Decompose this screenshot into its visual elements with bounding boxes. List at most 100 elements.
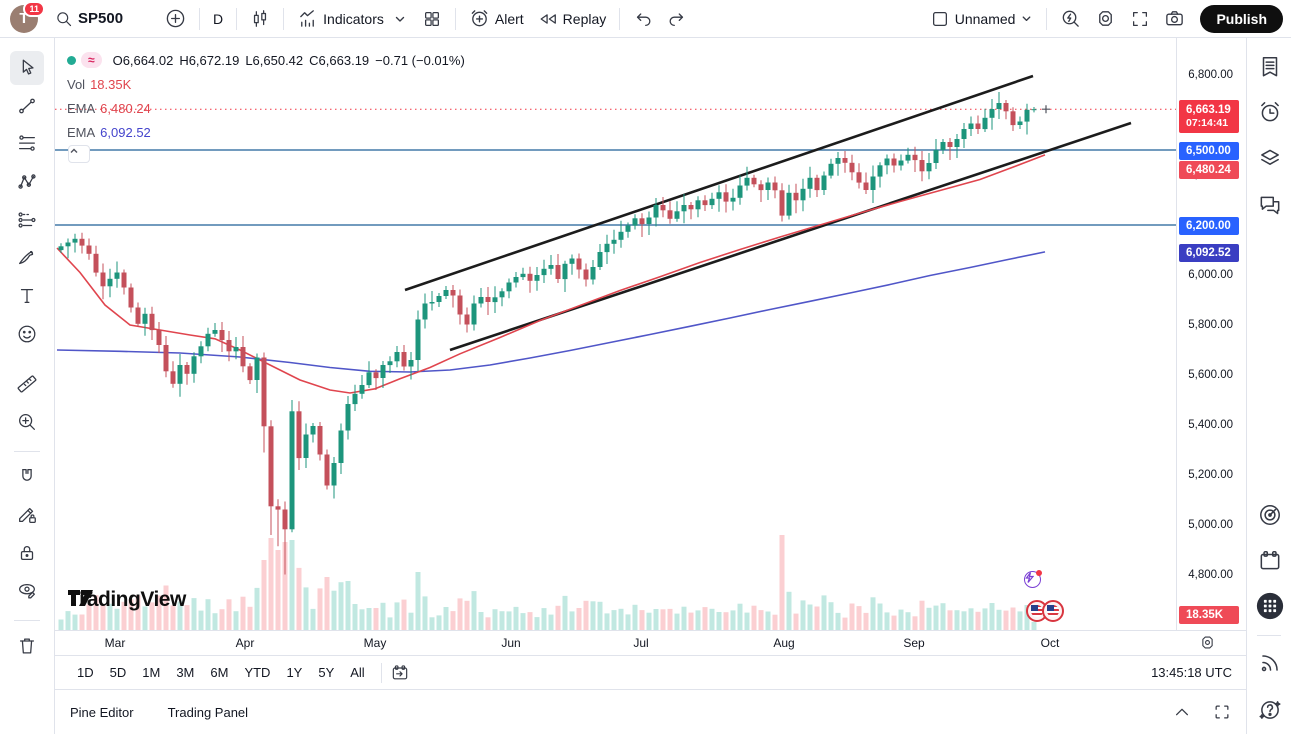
range-button-1d[interactable]: 1D xyxy=(77,665,94,680)
alert-button[interactable]: Alert xyxy=(462,4,531,33)
range-button-1m[interactable]: 1M xyxy=(142,665,161,680)
close-value: C6,663.19 xyxy=(309,52,370,68)
panel-expand-chevron-icon[interactable] xyxy=(1173,703,1191,721)
candles-style-icon xyxy=(250,9,270,29)
price-tick: 5,600.00 xyxy=(1188,369,1233,381)
snapshot-button[interactable] xyxy=(1157,4,1192,33)
tool-cursor[interactable] xyxy=(10,51,44,85)
volume-study-label: Vol xyxy=(67,76,86,92)
tool-zoom-in[interactable] xyxy=(10,405,44,439)
divider xyxy=(199,7,201,30)
ema-fast-label[interactable]: 6,480.24 xyxy=(1179,161,1239,179)
time-tick-jun: Jun xyxy=(501,636,521,650)
range-button-3m[interactable]: 3M xyxy=(176,665,195,680)
panel-maximize-icon[interactable] xyxy=(1213,703,1231,721)
camera-icon xyxy=(1164,8,1185,29)
legend-row-main[interactable]: ≈ O6,664.02 H6,672.19 L6,650.42 C6,663.19 −0… xyxy=(67,48,471,72)
range-button-5d[interactable]: 5D xyxy=(109,665,127,680)
watchlist-icon[interactable] xyxy=(1255,52,1285,82)
range-button-1y[interactable]: 1Y xyxy=(286,665,303,680)
object-tree-icon[interactable] xyxy=(1255,143,1285,173)
tool-lock-all[interactable] xyxy=(10,536,44,570)
chevron-down-icon xyxy=(1020,12,1033,25)
range-button-5y[interactable]: 5Y xyxy=(318,665,335,680)
chart-pane[interactable]: ≈ O6,664.02 H6,672.19 L6,650.42 C6,663.19 −0… xyxy=(55,38,1176,630)
help-icon[interactable] xyxy=(1255,695,1285,725)
tool-measure[interactable] xyxy=(10,367,44,401)
notification-badge: 11 xyxy=(23,0,45,17)
publish-button[interactable]: Publish xyxy=(1200,4,1283,33)
tool-xabcd-pattern[interactable] xyxy=(10,165,44,199)
time-axis[interactable]: Mar Apr May Jun Jul Aug Sep Oct xyxy=(55,630,1246,655)
divider xyxy=(236,7,238,30)
calendar-icon[interactable] xyxy=(1255,546,1285,576)
symbol-label: SP500 xyxy=(78,10,124,27)
tool-hide-all[interactable] xyxy=(10,574,44,608)
rewind-icon xyxy=(538,9,558,29)
axis-settings-gear-icon[interactable] xyxy=(1199,634,1216,651)
tool-fib-retracement[interactable] xyxy=(10,127,44,161)
tab-pine-editor[interactable]: Pine Editor xyxy=(70,704,134,720)
tradingview-logo-icon xyxy=(68,590,93,606)
indicator-templates-button[interactable] xyxy=(415,5,449,33)
broadcast-icon[interactable] xyxy=(1255,648,1285,678)
level-6500-label[interactable]: 6,500.00 xyxy=(1179,142,1239,160)
range-button-6m[interactable]: 6M xyxy=(210,665,229,680)
undo-button[interactable] xyxy=(626,5,660,33)
alarm-plus-icon xyxy=(469,8,490,29)
ema-fast-study-label: EMA xyxy=(67,100,96,116)
divider xyxy=(454,7,456,30)
level-6200-label[interactable]: 6,200.00 xyxy=(1179,217,1239,235)
chart-settings-button[interactable] xyxy=(1088,4,1123,33)
tool-projection[interactable] xyxy=(10,203,44,237)
tool-remove-objects[interactable] xyxy=(10,629,44,663)
legend-row-volume[interactable]: Vol 18.35K xyxy=(67,72,471,96)
events-lightning-icon[interactable] xyxy=(1024,570,1042,588)
last-price-label[interactable]: 6,663.19 07:14:41 xyxy=(1179,100,1239,133)
ema-slow-label[interactable]: 6,092.52 xyxy=(1179,244,1239,262)
indicators-button[interactable]: Indicators xyxy=(290,4,391,33)
range-button-all[interactable]: All xyxy=(350,665,365,680)
price-tick: 6,800.00 xyxy=(1188,69,1233,81)
tool-drawing-mode[interactable] xyxy=(10,498,44,532)
price-tick: 6,000.00 xyxy=(1188,269,1233,281)
layout-name-label: Unnamed xyxy=(954,10,1016,27)
price-axis[interactable]: 6,800.006,600.006,400.006,200.006,000.00… xyxy=(1176,38,1246,630)
clock-utc[interactable]: 13:45:18 UTC xyxy=(1151,665,1232,680)
apps-grid-icon[interactable] xyxy=(1255,591,1285,621)
interval-button[interactable]: D xyxy=(206,7,230,31)
compare-add-button[interactable] xyxy=(158,4,193,33)
volume-label[interactable]: 18.35K xyxy=(1179,606,1239,624)
legend-collapse-button[interactable] xyxy=(68,145,90,163)
chat-icon[interactable] xyxy=(1255,190,1285,220)
indicators-templates-chevron[interactable] xyxy=(391,8,409,30)
quick-search-button[interactable] xyxy=(1053,4,1088,33)
legend-row-ema-slow[interactable]: EMA 6,092.52 xyxy=(67,120,471,144)
right-sidebar xyxy=(1246,38,1291,734)
fullscreen-button[interactable] xyxy=(1123,5,1157,33)
symbol-search-button[interactable]: SP500 xyxy=(48,6,130,32)
time-tick-sep: Sep xyxy=(903,636,925,650)
tool-brush[interactable] xyxy=(10,241,44,275)
replay-button[interactable]: Replay xyxy=(531,5,614,33)
tool-text[interactable] xyxy=(10,279,44,313)
redo-button[interactable] xyxy=(660,5,694,33)
interval-label: D xyxy=(213,10,224,27)
alerts-clock-icon[interactable] xyxy=(1255,97,1285,127)
chart-style-button[interactable] xyxy=(243,5,277,33)
layout-select-button[interactable]: Unnamed xyxy=(923,5,1041,33)
tool-emoji[interactable] xyxy=(10,317,44,351)
range-buttons: 1D 5D 1M 3M 6M YTD 1Y 5Y All xyxy=(69,661,373,684)
economic-events-flags[interactable] xyxy=(1026,600,1064,622)
divider xyxy=(619,7,621,30)
range-button-ytd[interactable]: YTD xyxy=(244,665,271,680)
tool-magnet[interactable] xyxy=(10,460,44,494)
go-to-date-icon[interactable] xyxy=(390,663,410,683)
tab-trading-panel[interactable]: Trading Panel xyxy=(167,704,249,720)
screener-radar-icon[interactable] xyxy=(1255,500,1285,530)
user-avatar[interactable]: T 11 xyxy=(10,0,45,33)
ema-slow-study-label: EMA xyxy=(67,124,96,140)
legend-row-ema-fast[interactable]: EMA 6,480.24 xyxy=(67,96,471,120)
settings-gear-icon xyxy=(1095,8,1116,29)
tool-trend-line[interactable] xyxy=(10,89,44,123)
